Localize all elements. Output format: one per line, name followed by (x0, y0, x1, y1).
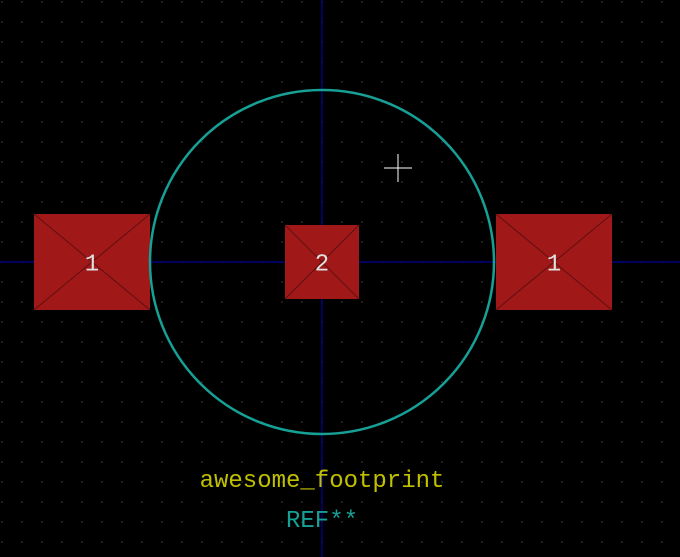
pad-1[interactable]: 1 (496, 214, 612, 310)
anchor-cross-icon (384, 154, 412, 182)
footprint-name-label[interactable]: awesome_footprint (200, 468, 445, 495)
reference-label[interactable]: REF** (286, 508, 358, 535)
pad-number-label: 1 (547, 251, 561, 278)
pads-layer: 1 2 1 (34, 214, 612, 310)
pad-2[interactable]: 2 (285, 225, 359, 299)
pcb-canvas[interactable]: 1 2 1 awesome_footprint REF** (0, 0, 680, 557)
pad-number-label: 1 (85, 251, 99, 278)
pad-number-label: 2 (315, 251, 329, 278)
pad-1[interactable]: 1 (34, 214, 150, 310)
